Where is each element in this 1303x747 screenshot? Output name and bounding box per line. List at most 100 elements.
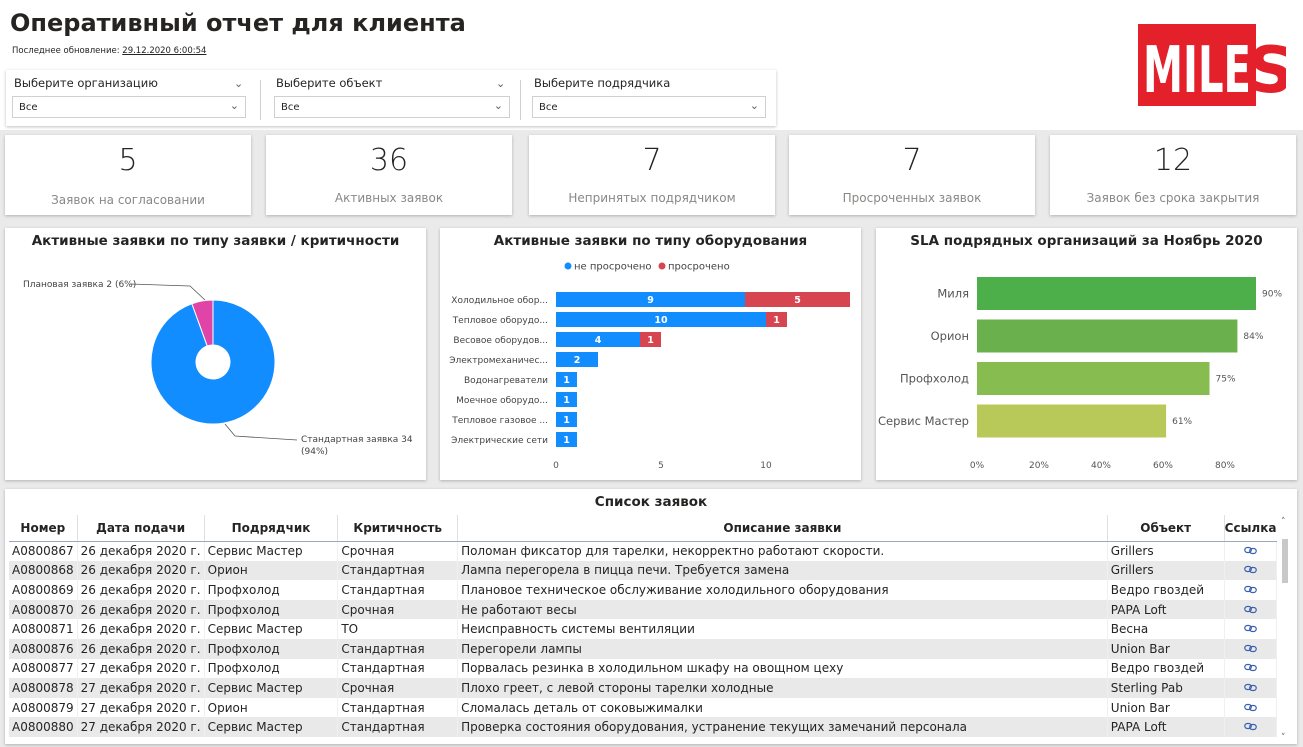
bar-segment[interactable]	[556, 352, 598, 367]
column-header[interactable]: Номер	[9, 515, 78, 542]
legend-marker	[564, 262, 572, 270]
kpi-card-no-deadline[interactable]: 12 Заявок без срока закрытия	[1050, 135, 1296, 215]
column-header[interactable]: Объект	[1107, 515, 1225, 542]
table-cell: Профхолод	[204, 599, 339, 620]
bar-segment[interactable]	[640, 332, 661, 347]
column-header[interactable]: Критичность	[337, 515, 459, 542]
sla-bar[interactable]	[977, 277, 1256, 310]
column-header[interactable]: Описание заявки	[457, 515, 1108, 542]
kpi-value: 12	[1153, 143, 1193, 178]
table-row: A0800876 26 декабря 2020 г. Профхолод Станд…	[9, 638, 1278, 659]
table-cell: 27 декабря 2020 г.	[77, 658, 205, 679]
x-tick-label: 0	[553, 461, 559, 471]
table-header-row: Номер Дата подачи Подрядчик Критичность Опис…	[9, 515, 1277, 542]
filter-organization-label: Выберите организацию	[14, 76, 158, 90]
kpi-card-pending-approval[interactable]: 5 Заявок на согласовании	[5, 135, 251, 215]
bar-value-label: 1	[563, 395, 570, 406]
table-cell: Сервис Мастер	[204, 541, 339, 561]
sla-bar[interactable]	[977, 404, 1167, 438]
link-icon[interactable]	[1224, 678, 1278, 698]
table-scrollbar[interactable]: ˄ ˅	[1281, 517, 1289, 743]
table-cell: Проверка состояния оборудования, устране…	[457, 717, 1108, 737]
scroll-up-icon[interactable]: ˄	[1281, 517, 1286, 527]
kpi-card-active[interactable]: 36 Активных заявок	[266, 135, 512, 215]
table-cell: Орион	[204, 697, 339, 718]
object-select[interactable]: Все ⌄	[274, 96, 510, 118]
chevron-down-icon[interactable]: ⌄	[496, 77, 506, 90]
bar-segment[interactable]	[556, 332, 640, 347]
table-cell: Профхолод	[204, 580, 339, 600]
table-cell: Профхолод	[204, 658, 339, 679]
table-cell: 26 декабря 2020 г.	[77, 541, 205, 561]
bar-segment[interactable]	[556, 412, 577, 427]
contractor-select[interactable]: Все ⌄	[532, 96, 766, 118]
chevron-down-icon: ⌄	[493, 99, 503, 112]
scroll-down-icon[interactable]: ˅	[1281, 733, 1286, 743]
table-cell: Перегорели лампы	[457, 638, 1108, 659]
category-label: Электрические сети	[451, 436, 548, 446]
bar-value-label: 75%	[1216, 375, 1236, 385]
kpi-card-overdue[interactable]: 7 Просроченных заявок	[789, 135, 1035, 215]
bar-value-label: 1	[773, 315, 780, 326]
link-icon[interactable]	[1224, 541, 1278, 561]
bar-segment[interactable]	[556, 392, 577, 407]
column-header[interactable]: Дата подачи	[77, 515, 205, 542]
legend-label: просрочено	[668, 262, 730, 273]
legend-marker	[658, 262, 666, 270]
bar-value-label: 84%	[1243, 332, 1263, 342]
bar-segment[interactable]	[766, 312, 787, 327]
category-label: Сервис Мастер	[878, 414, 969, 428]
bar-value-label: 5	[794, 295, 801, 306]
table-cell: Срочная	[337, 599, 459, 620]
link-icon[interactable]	[1224, 599, 1278, 620]
kpi-card-not-accepted[interactable]: 7 Непринятых подрядчиком	[529, 135, 775, 215]
donut-slice[interactable]	[150, 299, 276, 425]
table-cell: Сервис Мастер	[204, 678, 339, 698]
table-row: A0800869 26 декабря 2020 г. Профхолод Станд…	[9, 580, 1278, 600]
table-cell: Grillers	[1107, 560, 1225, 581]
leader-line	[129, 283, 206, 301]
chevron-down-icon[interactable]: ⌄	[234, 77, 244, 90]
logo-text-left: MILE	[1143, 34, 1251, 106]
bar-segment[interactable]	[745, 292, 850, 307]
category-label: Миля	[937, 287, 969, 301]
link-icon[interactable]	[1224, 619, 1278, 639]
link-icon[interactable]	[1224, 697, 1278, 718]
page-title: Оперативный отчет для клиента	[10, 9, 466, 37]
organization-select[interactable]: Все ⌄	[12, 96, 246, 118]
kpi-value: 5	[118, 143, 138, 178]
bar-segment[interactable]	[556, 432, 577, 447]
table-cell: PAPA Loft	[1107, 599, 1225, 620]
link-icon[interactable]	[1224, 638, 1278, 659]
table-cell: A0800868	[9, 560, 78, 581]
link-icon[interactable]	[1224, 658, 1278, 679]
table-cell: Орион	[204, 560, 339, 581]
bar-segment[interactable]	[556, 372, 577, 387]
category-label: Моечное оборудо...	[456, 396, 548, 406]
category-label: Орион	[931, 329, 969, 343]
table-cell: Порвалась резинка в холодильном шкафу на…	[457, 658, 1108, 679]
bar-value-label: 90%	[1262, 290, 1282, 300]
table-cell: Поломан фиксатор для тарелки, некорректн…	[457, 541, 1108, 561]
column-header[interactable]: Ссылка	[1224, 515, 1277, 542]
equipment-chart-panel: Активные заявки по типу оборудования не …	[440, 228, 861, 480]
table-cell: A0800871	[9, 619, 78, 639]
bar-value-label: 1	[647, 335, 654, 346]
donut-chart: Плановая заявка 2 (6%) Стандартная заявка…	[23, 280, 413, 457]
category-label: Профхолод	[900, 372, 969, 386]
bar-segment[interactable]	[556, 312, 766, 327]
sla-bar[interactable]	[977, 319, 1238, 353]
scroll-thumb[interactable]	[1282, 539, 1288, 583]
sla-bar[interactable]	[977, 362, 1210, 395]
link-icon[interactable]	[1224, 560, 1278, 581]
table-row: A0800870 26 декабря 2020 г. Профхолод Срочн…	[9, 599, 1278, 620]
chevron-down-icon: ⌄	[749, 99, 759, 112]
bar-segment[interactable]	[556, 292, 745, 307]
link-icon[interactable]	[1224, 717, 1278, 737]
table-cell: Плохо греет, с левой стороны тарелки хол…	[457, 678, 1108, 698]
column-header[interactable]: Подрядчик	[204, 515, 339, 542]
table-cell: A0800880	[9, 717, 78, 737]
link-icon[interactable]	[1224, 580, 1278, 600]
miles-logo: MILE S	[1138, 24, 1286, 106]
equipment-chart-title: Активные заявки по типу оборудования	[493, 233, 808, 249]
